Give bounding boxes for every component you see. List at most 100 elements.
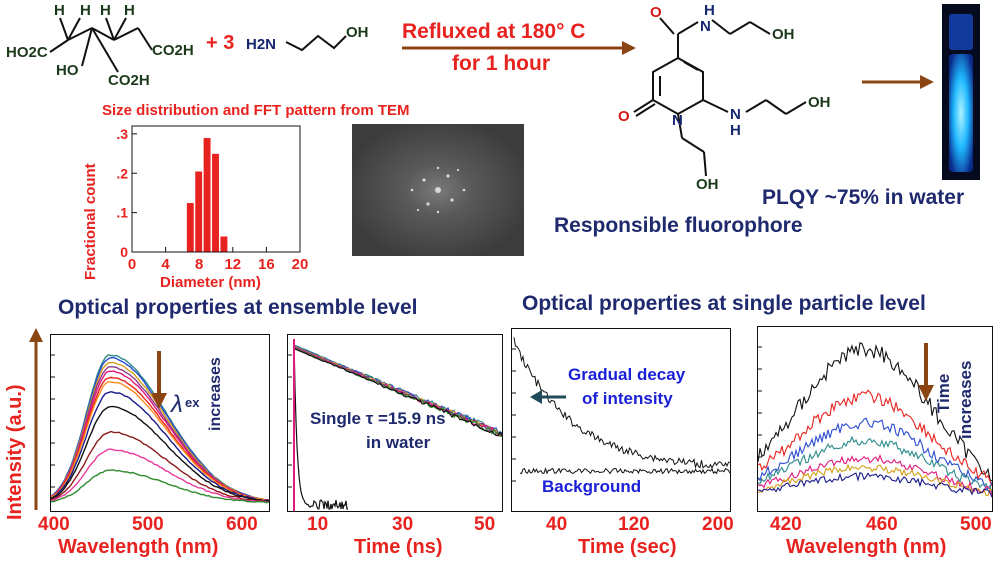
panel-lifetime-decay: Single τ =15.9 ns in water <box>287 334 503 512</box>
decay-arrow <box>530 390 566 404</box>
histogram-bar <box>211 153 220 253</box>
p1-xtick-2: 600 <box>226 514 258 535</box>
ensemble-title: Optical properties at ensemble level <box>58 296 418 319</box>
p3-xtick-1: 120 <box>618 514 650 535</box>
panel-intensity-time: Gradual decay of intensity Background <box>511 328 731 512</box>
histogram-bar <box>219 236 228 253</box>
plqy-label: PLQY ~75% in water <box>762 186 965 209</box>
lambda-ex-subscript: ex <box>185 395 200 410</box>
reflux-condition: Refluxed at 180° C <box>402 20 586 43</box>
fluorophore-nh-n: N <box>700 18 711 35</box>
p2-xtick-0: 10 <box>307 514 329 535</box>
citric-h4: H <box>124 2 135 19</box>
time-arrow <box>918 343 934 401</box>
emission-curve <box>50 376 270 502</box>
p4-xtick-2: 500 <box>960 514 992 535</box>
panel-emission-spectra: λ ex increases <box>50 334 270 512</box>
p1-xtick-1: 500 <box>132 514 164 535</box>
single-particle-spectrum <box>757 463 993 496</box>
fluorophore-bonds <box>633 17 807 177</box>
fluorophore-nh2-n: N <box>730 106 741 123</box>
emission-curve <box>50 405 269 502</box>
histogram-xtick: 0 <box>128 256 136 273</box>
histogram-chart: 0 .1 .2 .3 0 4 8 12 16 20 <box>116 125 308 273</box>
fluorophore-nh2-h: H <box>730 122 741 139</box>
lambda-increases-label: increases <box>207 357 224 431</box>
lifetime-line1: Single τ =15.9 ns <box>310 409 446 428</box>
vial-arrow <box>862 75 934 89</box>
histogram-ylabel: Fractional count <box>82 163 99 280</box>
background-trace <box>519 467 731 475</box>
decay-curve <box>293 348 503 437</box>
lambda-arrow <box>151 351 167 409</box>
p1-xlabel: Wavelength (nm) <box>58 536 219 558</box>
single-particle-spectrum <box>757 389 993 487</box>
tem-title: Size distribution and FFT pattern from T… <box>102 102 410 119</box>
emission-spectra-plot <box>50 354 270 504</box>
histogram-xtick: 4 <box>161 256 170 273</box>
lambda-symbol: λ <box>171 391 183 418</box>
ethanolamine-bonds <box>285 34 347 52</box>
single-particle-title: Optical properties at single particle le… <box>522 292 926 315</box>
time-label: Time <box>934 373 953 413</box>
emission-curve <box>51 469 270 504</box>
histogram-bar <box>186 202 195 253</box>
histogram-bar <box>203 137 212 253</box>
histogram-ytick: .3 <box>116 126 128 142</box>
p2-xlabel: Time (ns) <box>354 536 443 558</box>
ethanolamine-oh: OH <box>346 24 369 41</box>
intensity-ylabel: Intensity (a.u.) <box>4 384 26 520</box>
p3-xtick-2: 200 <box>702 514 734 535</box>
fluorophore-o-left: O <box>618 108 630 125</box>
intensity-time-plot <box>512 337 731 482</box>
time-increases-label: increases <box>956 360 975 439</box>
citric-co2h-right: CO2H <box>152 42 194 59</box>
panel-single-spectra: Time increases <box>757 326 993 512</box>
intensity-decay-trace <box>513 337 730 470</box>
p4-xtick-1: 460 <box>866 514 898 535</box>
citric-acid-bonds <box>49 17 153 73</box>
single-particle-spectrum <box>757 453 993 496</box>
fft-pattern-image <box>352 124 524 256</box>
lifetime-line2: in water <box>366 433 431 452</box>
p4-xtick-0: 420 <box>770 514 802 535</box>
citric-h2: H <box>80 2 91 19</box>
histogram-xtick: 8 <box>195 256 203 273</box>
single-particle-spectrum <box>757 471 993 498</box>
histogram-xlabel: Diameter (nm) <box>160 274 261 291</box>
fluorophore-oh-right: OH <box>808 94 831 111</box>
emission-curve <box>50 390 270 502</box>
decay-curve <box>293 345 503 435</box>
p1-xtick-0: 400 <box>38 514 70 535</box>
reflux-duration: for 1 hour <box>452 52 550 75</box>
background-label: Background <box>542 477 642 496</box>
single-spectra-plot <box>757 342 993 498</box>
citric-h1: H <box>54 2 65 19</box>
emission-curve <box>50 430 270 503</box>
emission-curve <box>51 448 270 503</box>
p3-xlabel: Time (sec) <box>578 536 677 558</box>
histogram-ytick: .1 <box>116 205 128 221</box>
citric-h3: H <box>100 2 111 19</box>
reaction-arrow <box>402 41 636 55</box>
histogram-xtick: 12 <box>224 256 241 273</box>
irf-curve <box>293 340 348 510</box>
p4-xlabel: Wavelength (nm) <box>786 536 947 558</box>
intensity-axis-arrow <box>29 328 43 510</box>
histogram-ytick: 0 <box>120 244 128 260</box>
plus-three: + 3 <box>206 32 235 54</box>
citric-ho2c: HO2C <box>6 44 48 61</box>
single-particle-spectrum <box>757 342 993 482</box>
histogram-bar <box>194 171 203 253</box>
single-particle-spectrum <box>757 435 993 493</box>
fluorophore-nh-h: H <box>704 2 715 19</box>
decay-label-line1: Gradual decay <box>568 365 686 384</box>
ethanolamine-h2n: H2N <box>246 36 277 53</box>
single-particle-spectrum <box>757 417 993 489</box>
p2-xtick-2: 50 <box>474 514 496 535</box>
fluorophore-o-top: O <box>650 4 662 21</box>
p3-xtick-0: 40 <box>546 514 568 535</box>
lifetime-decay-plot <box>288 339 503 511</box>
fluorophore-caption: Responsible fluorophore <box>554 214 803 237</box>
p2-xtick-1: 30 <box>392 514 414 535</box>
